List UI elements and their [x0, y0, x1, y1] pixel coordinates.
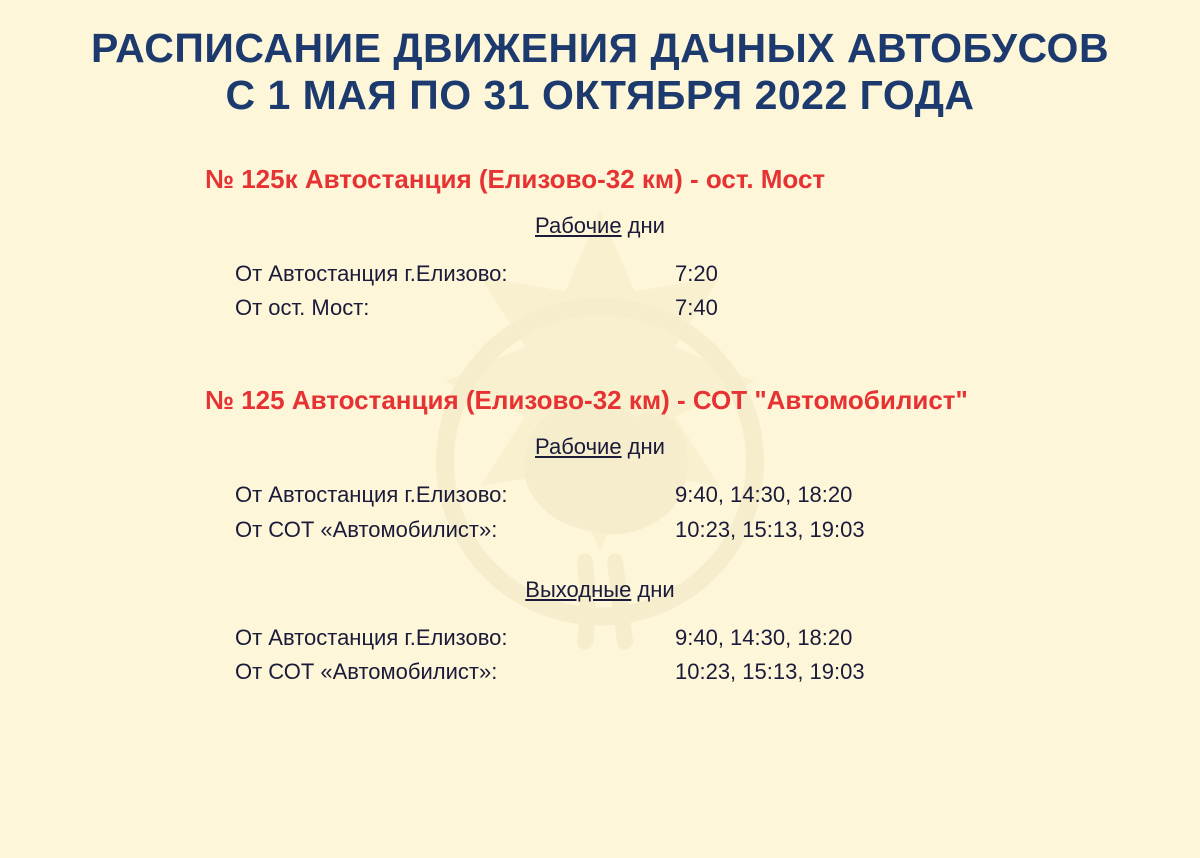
- schedule-row: От СОТ «Автомобилист»: 10:23, 15:13, 19:…: [235, 513, 1140, 547]
- workdays-label-125k: Рабочие дни: [60, 213, 1140, 239]
- departure-label: От Автостанция г.Елизово:: [235, 621, 675, 655]
- workdays-underlined: Рабочие: [535, 213, 622, 238]
- departure-times: 9:40, 14:30, 18:20: [675, 621, 1140, 655]
- departure-times: 9:40, 14:30, 18:20: [675, 478, 1140, 512]
- workdays-rest: дни: [622, 434, 665, 459]
- weekends-rest: дни: [631, 577, 674, 602]
- departure-label: От ост. Мост:: [235, 291, 675, 325]
- schedule-row: От СОТ «Автомобилист»: 10:23, 15:13, 19:…: [235, 655, 1140, 689]
- schedule-row: От Автостанция г.Елизово: 9:40, 14:30, 1…: [235, 621, 1140, 655]
- route-125-workdays: Рабочие дни От Автостанция г.Елизово: 9:…: [60, 434, 1140, 546]
- weekends-underlined: Выходные: [525, 577, 631, 602]
- schedule-row: От ост. Мост: 7:40: [235, 291, 1140, 325]
- departure-label: От СОТ «Автомобилист»:: [235, 513, 675, 547]
- workdays-underlined: Рабочие: [535, 434, 622, 459]
- workdays-label-125: Рабочие дни: [60, 434, 1140, 460]
- weekends-label-125: Выходные дни: [60, 577, 1140, 603]
- title-line-2: С 1 МАЯ ПО 31 ОКТЯБРЯ 2022 ГОДА: [225, 72, 974, 118]
- document-content: РАСПИСАНИЕ ДВИЖЕНИЯ ДАЧНЫХ АВТОБУСОВ С 1…: [0, 0, 1200, 689]
- departure-times: 7:40: [675, 291, 1140, 325]
- schedule-row: От Автостанция г.Елизово: 7:20: [235, 257, 1140, 291]
- departure-label: От Автостанция г.Елизово:: [235, 257, 675, 291]
- route-125k-block: № 125к Автостанция (Елизово-32 км) - ост…: [60, 164, 1140, 325]
- workdays-rest: дни: [622, 213, 665, 238]
- schedule-row: От Автостанция г.Елизово: 9:40, 14:30, 1…: [235, 478, 1140, 512]
- route-125k-title: № 125к Автостанция (Елизово-32 км) - ост…: [205, 164, 1140, 195]
- departure-label: От СОТ «Автомобилист»:: [235, 655, 675, 689]
- departure-times: 10:23, 15:13, 19:03: [675, 655, 1140, 689]
- main-title: РАСПИСАНИЕ ДВИЖЕНИЯ ДАЧНЫХ АВТОБУСОВ С 1…: [60, 25, 1140, 119]
- departure-times: 10:23, 15:13, 19:03: [675, 513, 1140, 547]
- route-125-block: № 125 Автостанция (Елизово-32 км) - СОТ …: [60, 385, 1140, 688]
- route-125-title: № 125 Автостанция (Елизово-32 км) - СОТ …: [205, 385, 1140, 416]
- route-125-weekends: Выходные дни От Автостанция г.Елизово: 9…: [60, 577, 1140, 689]
- departure-label: От Автостанция г.Елизово:: [235, 478, 675, 512]
- departure-times: 7:20: [675, 257, 1140, 291]
- title-line-1: РАСПИСАНИЕ ДВИЖЕНИЯ ДАЧНЫХ АВТОБУСОВ: [91, 25, 1109, 71]
